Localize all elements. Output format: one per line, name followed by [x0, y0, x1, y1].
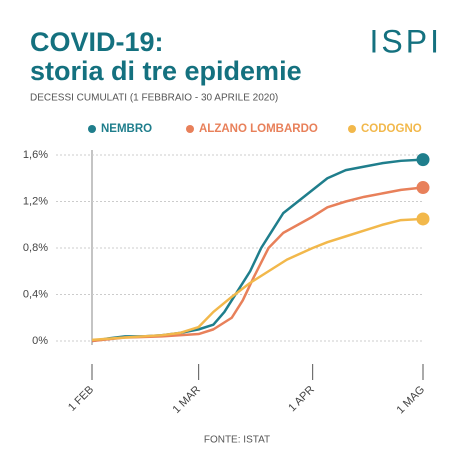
- line: [91, 217, 424, 342]
- x-tick-label: 1 MAR: [171, 384, 203, 416]
- y-tick-label: 1,6%: [23, 149, 48, 161]
- legend-label: CODOGNO: [361, 123, 422, 135]
- y-tick-label: 0,8%: [23, 242, 48, 254]
- chart-title: storia di tre epidemie: [30, 56, 302, 86]
- end-dot: [416, 212, 430, 226]
- chart-title: COVID-19:: [30, 27, 164, 57]
- logo: ISPI: [370, 23, 442, 59]
- legend-marker: [88, 125, 96, 133]
- line: [91, 186, 424, 343]
- y-tick-label: 0,4%: [23, 288, 48, 300]
- legend-marker: [186, 125, 194, 133]
- x-tick-label: 1 APR: [286, 384, 317, 415]
- legend-label: NEMBRO: [101, 123, 152, 135]
- y-tick-label: 1,2%: [23, 195, 48, 207]
- end-dot: [416, 181, 430, 195]
- source: FONTE: ISTAT: [204, 435, 270, 446]
- line: [91, 158, 424, 343]
- legend-label: ALZANO LOMBARDO: [199, 123, 318, 135]
- legend-marker: [348, 125, 356, 133]
- x-tick-label: 1 MAG: [394, 384, 427, 417]
- chart-subtitle: DECESSI CUMULATI (1 FEBBRAIO - 30 APRILE…: [30, 93, 278, 104]
- y-tick-label: 0%: [32, 335, 48, 347]
- end-dot: [416, 153, 430, 167]
- x-tick-label: 1 FEB: [66, 384, 96, 414]
